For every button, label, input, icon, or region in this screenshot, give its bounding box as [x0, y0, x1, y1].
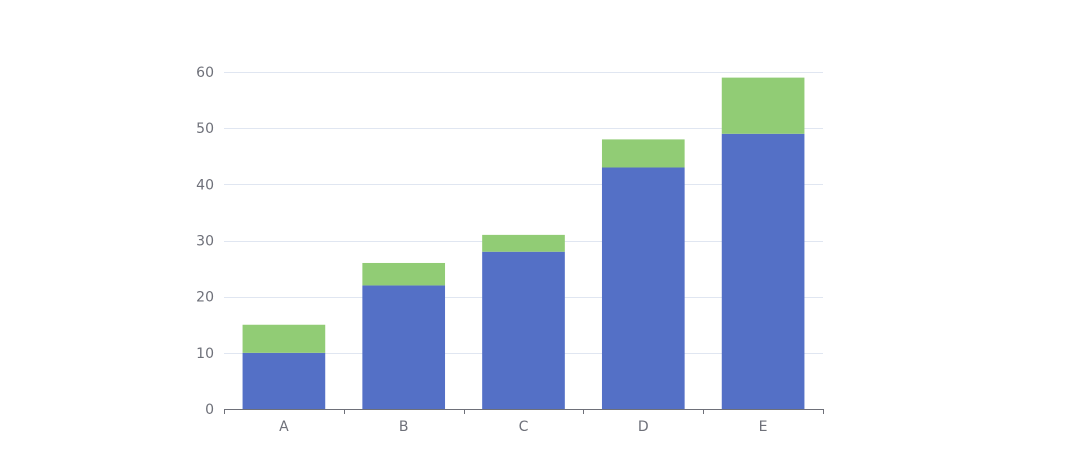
y-tick-label: 10 — [196, 346, 214, 362]
x-tick-label-A: A — [279, 419, 289, 435]
x-tick-label-D: D — [638, 419, 649, 435]
y-tick-label: 60 — [196, 65, 214, 81]
bar-C-series-1[interactable] — [482, 251, 565, 409]
x-tick-label-B: B — [399, 419, 409, 435]
y-tick-label: 20 — [196, 290, 214, 306]
y-tick-label: 0 — [205, 402, 214, 418]
y-tick-label: 30 — [196, 234, 214, 250]
bar-D-series-1[interactable] — [601, 167, 685, 409]
y-tick-label: 50 — [196, 121, 214, 137]
x-tick-label-E: E — [759, 419, 768, 435]
y-tick-label: 40 — [196, 177, 214, 193]
bars — [242, 77, 805, 410]
bar-C-series-2[interactable] — [482, 234, 565, 252]
bar-A-series-1[interactable] — [242, 352, 326, 409]
bar-B-series-2[interactable] — [362, 262, 446, 286]
bar-A-series-2[interactable] — [242, 324, 326, 353]
bar-B-series-1[interactable] — [362, 285, 446, 409]
x-tick-label-C: C — [519, 419, 529, 435]
bar-E-series-1[interactable] — [721, 133, 805, 410]
bar-D-series-2[interactable] — [601, 139, 685, 168]
bar-E-series-2[interactable] — [721, 77, 805, 134]
axes: 0 10 20 30 40 50 60 A B C D E — [196, 65, 824, 435]
